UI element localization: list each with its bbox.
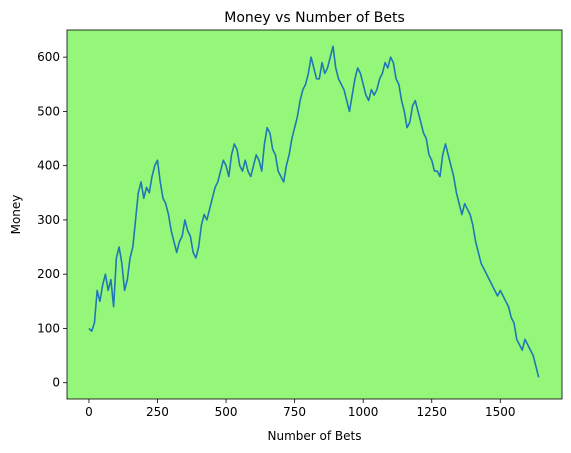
plot-frame: [66, 29, 563, 400]
y-tick-label: 400: [37, 159, 60, 173]
x-axis-ticks: 0 250 500 750 1000 1250 1500: [85, 399, 516, 419]
y-tick-label: 600: [37, 50, 60, 64]
x-axis-title: Number of Bets: [268, 429, 362, 443]
y-tick-label: 300: [37, 213, 60, 227]
money-series-line: [88, 45, 540, 378]
y-axis-ticks: 0 100 200 300 400 500 600: [37, 50, 67, 390]
x-tick-label: 250: [146, 405, 169, 419]
y-tick-label: 200: [37, 267, 60, 281]
x-tick-label: 750: [283, 405, 306, 419]
x-tick-label: 0: [85, 405, 93, 419]
x-tick-label: 1000: [348, 405, 379, 419]
y-tick-label: 500: [37, 104, 60, 118]
y-axis-title: Money: [9, 195, 23, 235]
x-tick-label: 1500: [485, 405, 516, 419]
chart-title: Money vs Number of Bets: [224, 10, 405, 26]
y-tick-label: 100: [37, 321, 60, 335]
x-tick-label: 1250: [416, 405, 447, 419]
plot-area: [67, 30, 562, 399]
y-tick-label: 0: [52, 376, 60, 390]
x-tick-label: 500: [215, 405, 238, 419]
